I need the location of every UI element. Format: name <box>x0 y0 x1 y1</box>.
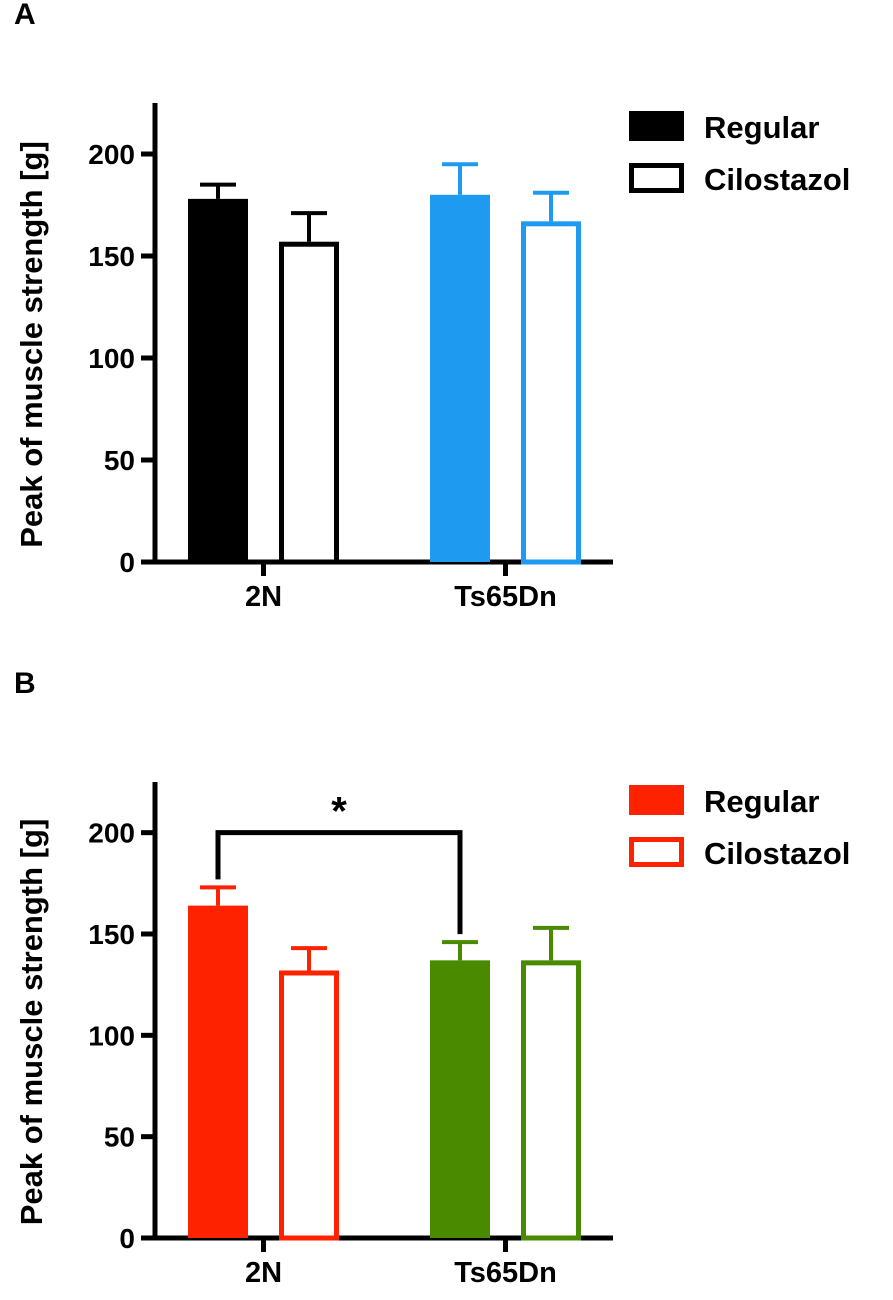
bar-cilostazol-2n <box>279 241 339 565</box>
chart-panel-b: 0 50 100 150 200 Peak of muscle strength [g] 2… <box>14 782 850 1289</box>
legend-swatch-regular <box>629 785 684 815</box>
legend-label-regular: Regular <box>704 784 819 819</box>
legend-label-cilostazol: Cilostazol <box>704 162 850 197</box>
bar-regular-ts65dn <box>430 960 490 1238</box>
y-axis-title: Peak of muscle strength [g] <box>14 141 49 548</box>
legend-swatch-cilostazol <box>629 163 684 193</box>
bar-cilostazol-ts65dn <box>521 960 581 1241</box>
panel-b-letter: B <box>14 667 36 700</box>
y-tick-label: 0 <box>119 1223 135 1254</box>
bar-regular-ts65dn <box>430 194 490 563</box>
y-tick-label: 100 <box>88 1020 135 1051</box>
chart-panel-a: 0 50 100 150 200 Peak of muscle strength [g] 2… <box>14 103 850 613</box>
significance-star: * <box>331 790 347 834</box>
y-tick-label: 150 <box>88 241 135 272</box>
x-tick-label: 2N <box>245 1257 282 1289</box>
bar-cilostazol-ts65dn <box>521 221 581 565</box>
bar-cilostazol-2n <box>279 970 339 1241</box>
legend-swatch-cilostazol <box>629 837 684 867</box>
panel-a-letter: A <box>14 0 36 31</box>
x-tick-label: Ts65Dn <box>454 1257 557 1289</box>
y-tick-label: 100 <box>88 343 135 374</box>
x-tick-label: Ts65Dn <box>454 581 557 613</box>
legend-swatch-regular <box>629 111 684 141</box>
y-tick-label: 200 <box>88 139 135 170</box>
legend-label-regular: Regular <box>704 110 819 145</box>
y-tick-label: 50 <box>104 1122 135 1153</box>
x-tick-label: 2N <box>245 581 282 613</box>
y-tick-label: 200 <box>88 818 135 849</box>
y-tick-label: 0 <box>119 547 135 578</box>
bar-regular-2n <box>188 198 248 562</box>
y-tick-label: 150 <box>88 919 135 950</box>
bar-regular-2n <box>188 905 248 1238</box>
y-axis-title: Peak of muscle strength [g] <box>14 819 49 1226</box>
y-tick-label: 50 <box>104 445 135 476</box>
significance-bracket <box>215 830 463 935</box>
legend-label-cilostazol: Cilostazol <box>704 836 850 871</box>
